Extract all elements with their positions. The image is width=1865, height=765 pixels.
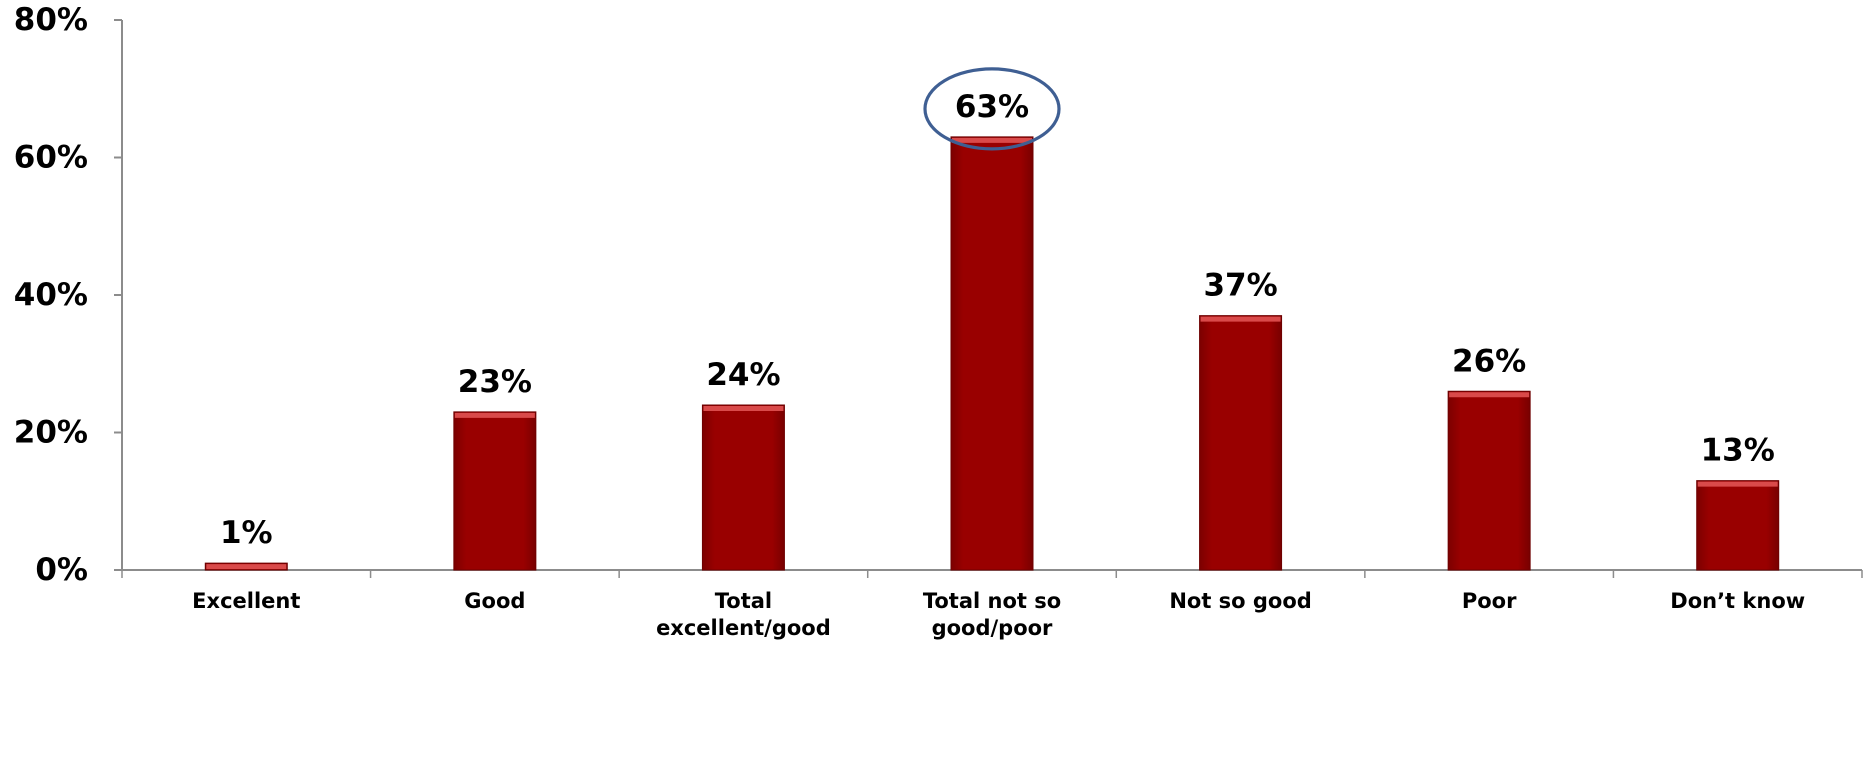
bar	[950, 136, 1034, 571]
highlight-ellipse	[923, 67, 1061, 151]
bar	[1447, 390, 1531, 571]
data-label: 1%	[220, 515, 273, 551]
x-axis-category-label-line: good/poor	[932, 616, 1053, 640]
x-axis-category-label-line: Poor	[1462, 589, 1517, 613]
bar-top-highlight	[703, 406, 784, 411]
x-axis-category-label: Poor	[1462, 589, 1517, 613]
bar	[1696, 480, 1780, 571]
data-label: 63%	[955, 89, 1029, 125]
x-axis-category-label: Excellent	[192, 589, 300, 613]
data-label: 26%	[1452, 343, 1526, 379]
data-label: 23%	[458, 364, 532, 400]
y-axis-tick-label: 60%	[14, 140, 88, 176]
x-axis-category-label-line: excellent/good	[656, 616, 831, 640]
x-axis-category-label-line: Excellent	[192, 589, 300, 613]
bar-top-highlight	[206, 564, 287, 570]
bar	[1199, 315, 1283, 571]
x-axis-category-label: Total excellent/good	[656, 589, 831, 640]
bar-top-highlight	[1697, 481, 1778, 487]
data-label: 24%	[706, 357, 780, 393]
x-axis-category-label-line: Total not so	[923, 589, 1061, 613]
y-axis-tick-label: 40%	[14, 277, 88, 313]
y-axis-tick-label: 20%	[14, 415, 88, 451]
x-axis-category-label: Don’t know	[1670, 589, 1805, 613]
bar-top-highlight	[1449, 392, 1530, 398]
bar-top-highlight	[454, 412, 535, 418]
x-axis-category-label-line: Don’t know	[1670, 589, 1805, 613]
data-label: 13%	[1701, 433, 1775, 469]
y-axis-tick-label: 0%	[35, 552, 88, 588]
data-label: 37%	[1203, 268, 1277, 304]
bar	[453, 411, 537, 571]
x-axis-category-label-line: Good	[464, 589, 525, 613]
bar-top-highlight	[1200, 316, 1281, 322]
bar-top-highlight	[952, 137, 1032, 143]
bar	[701, 404, 785, 571]
x-axis-category-label: Total not so good/poor	[923, 589, 1061, 640]
x-axis-category-label: Not so good	[1169, 589, 1312, 613]
x-axis-category-label-line: Not so good	[1169, 589, 1312, 613]
y-axis-tick-label: 80%	[14, 2, 88, 38]
x-axis-category-label-line: Total	[715, 589, 772, 613]
x-axis-category-label: Good	[464, 589, 525, 613]
